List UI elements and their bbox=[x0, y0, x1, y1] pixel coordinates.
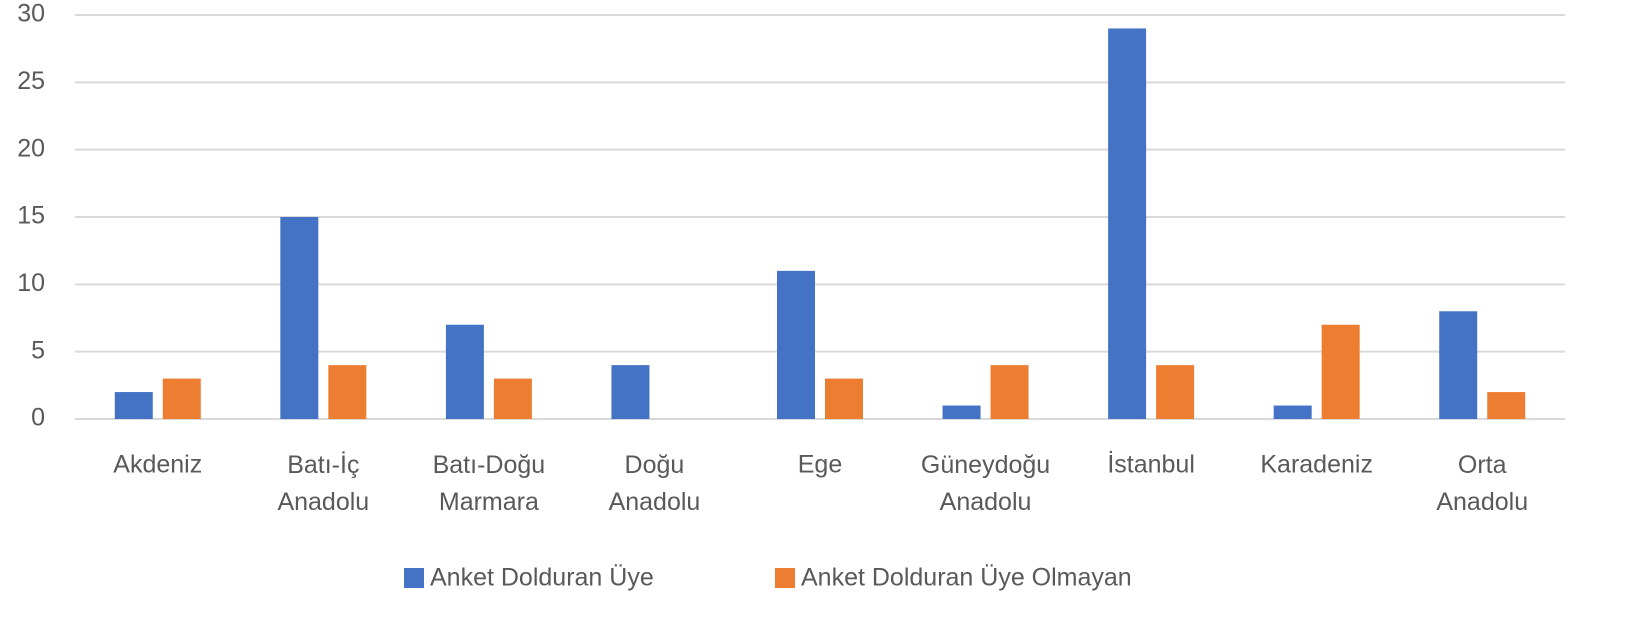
bar bbox=[445, 324, 484, 419]
y-tick-label: 5 bbox=[31, 336, 45, 364]
y-tick-label: 10 bbox=[17, 269, 45, 297]
legend-label: Anket Dolduran Üye bbox=[430, 564, 654, 592]
y-tick-label: 20 bbox=[17, 134, 45, 162]
bar bbox=[493, 378, 532, 419]
bar bbox=[1439, 311, 1478, 419]
x-tick-label: Batı-Doğu Marmara bbox=[433, 451, 546, 516]
x-tick-label: Orta Anadolu bbox=[1436, 451, 1528, 516]
x-tick-label: Akdeniz bbox=[113, 451, 202, 479]
bar bbox=[1273, 405, 1312, 419]
x-tick-label: Ege bbox=[798, 451, 842, 479]
bar bbox=[114, 392, 153, 419]
legend-swatch bbox=[404, 568, 424, 588]
y-tick-label: 25 bbox=[17, 67, 45, 95]
bar bbox=[162, 378, 201, 419]
bar bbox=[328, 365, 367, 419]
y-tick-label: 0 bbox=[31, 404, 45, 432]
y-tick-label: 15 bbox=[17, 202, 45, 230]
bar bbox=[1487, 392, 1526, 419]
x-tick-label: Batı-İç Anadolu bbox=[277, 450, 369, 516]
bar bbox=[777, 270, 815, 419]
bar bbox=[1156, 365, 1195, 419]
legend-label: Anket Dolduran Üye Olmayan bbox=[801, 564, 1132, 592]
x-tick-label: Karadeniz bbox=[1260, 451, 1373, 479]
bar bbox=[1321, 324, 1360, 419]
bar bbox=[942, 405, 981, 419]
y-tick-label: 30 bbox=[17, 0, 45, 28]
x-tick-label: İstanbul bbox=[1107, 450, 1195, 479]
legend-swatch bbox=[775, 568, 795, 588]
x-tick-label: Doğu Anadolu bbox=[609, 451, 701, 516]
bar bbox=[280, 217, 319, 419]
x-tick-label: Güneydoğu Anadolu bbox=[921, 451, 1050, 516]
bar bbox=[990, 365, 1029, 419]
bar bbox=[1108, 28, 1147, 419]
bar bbox=[825, 378, 863, 419]
bar bbox=[611, 365, 650, 419]
